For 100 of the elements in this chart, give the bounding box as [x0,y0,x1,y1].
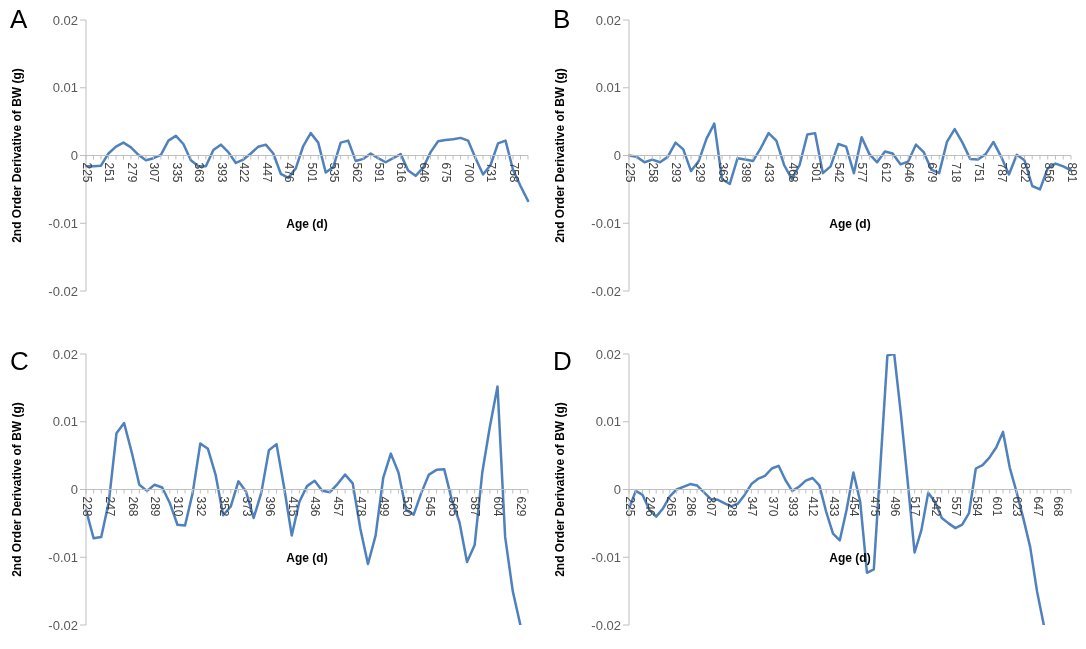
y-tick-label: 0.02 [595,12,621,28]
x-tick-label: 679 [925,162,940,183]
x-tick-label: 251 [102,162,117,183]
x-tick-label: 352 [217,496,231,517]
x-tick-label: 286 [684,496,699,517]
x-tick-label: 412 [806,496,821,517]
x-tick-label: 891 [1064,162,1079,183]
y-tick-label: 0 [613,148,621,164]
x-tick-label: 307 [147,162,162,183]
x-tick-label: 447 [259,162,274,183]
chart-title: C [10,346,29,376]
x-tick-label: 398 [739,162,754,183]
x-tick-label: 758 [506,162,521,183]
x-tick-label: 612 [878,162,893,183]
x-tick-label: 373 [239,496,254,517]
y-tick-label: -0.01 [591,215,621,231]
x-tick-label: 476 [282,162,297,183]
y-axis-title: 2nd Order Derivative of BW (g) [553,402,568,577]
x-tick-label: 616 [394,162,409,183]
x-tick-label: 454 [847,496,862,517]
x-tick-label: 347 [745,496,760,517]
x-tick-label: 731 [484,162,499,183]
x-tick-label: 457 [331,496,346,517]
y-tick-label: -0.01 [591,549,621,565]
x-tick-label: 246 [643,496,658,517]
x-tick-label: 433 [762,162,777,183]
y-tick-label: 0.02 [595,346,621,362]
x-tick-label: 475 [867,496,882,517]
x-tick-label: 225 [622,496,637,517]
y-tick-label: 0 [613,482,621,498]
x-tick-label: 289 [148,496,163,517]
x-tick-label: 535 [327,162,342,183]
x-tick-label: 499 [377,496,392,517]
x-tick-label: 268 [125,496,140,517]
x-tick-label: 557 [949,496,964,517]
x-tick-label: 307 [704,496,719,517]
x-tick-label: 328 [724,496,739,517]
x-tick-label: 584 [969,496,984,517]
x-tick-label: 501 [304,162,319,183]
x-tick-label: 329 [692,162,707,183]
chart-title: A [10,4,28,34]
x-tick-label: 265 [663,496,678,517]
x-tick-label: 629 [514,496,529,517]
y-axis-title: 2nd Order Derivative of BW (g) [10,402,25,577]
x-tick-label: 675 [439,162,454,183]
x-tick-label: 225 [79,162,94,183]
x-tick-label: 577 [855,162,870,183]
x-tick-label: 496 [888,496,903,517]
x-tick-label: 258 [646,162,661,183]
x-tick-label: 396 [262,496,277,517]
x-tick-label: 310 [171,496,186,517]
y-tick-label: -0.02 [48,283,78,299]
x-tick-label: 856 [1041,162,1056,183]
y-tick-label: -0.02 [591,283,621,299]
x-tick-label: 433 [826,496,841,517]
y-tick-label: -0.02 [591,617,621,633]
x-tick-label: 822 [1018,162,1033,183]
x-tick-label: 604 [491,496,506,517]
x-tick-label: 591 [372,162,386,183]
x-tick-label: 565 [445,496,460,517]
x-tick-label: 422 [237,162,252,183]
x-tick-label: 363 [715,162,730,183]
y-axis-title: 2nd Order Derivative of BW (g) [553,68,568,243]
y-tick-label: 0.01 [595,80,621,96]
x-tick-label: 393 [214,162,229,183]
x-axis-title: Age (d) [286,216,328,231]
x-tick-label: 668 [1051,496,1066,517]
x-axis-title: Age (d) [286,550,328,565]
x-tick-label: 787 [995,162,1010,183]
x-tick-label: 542 [928,496,943,517]
x-tick-label: 468 [785,162,800,183]
y-tick-label: 0.01 [595,414,621,430]
x-axis-title: Age (d) [829,216,871,231]
x-tick-label: 545 [422,496,437,517]
x-tick-label: 228 [79,496,94,517]
x-tick-label: 279 [124,162,139,183]
y-tick-label: -0.01 [48,215,78,231]
x-tick-label: 335 [169,162,184,183]
x-tick-label: 293 [669,162,684,183]
x-tick-label: 751 [971,162,986,183]
y-tick-label: 0.01 [52,80,78,96]
y-tick-label: 0.02 [52,12,78,28]
x-tick-label: 601 [990,496,1005,517]
x-tick-label: 587 [468,496,483,517]
x-tick-label: 415 [285,496,300,517]
x-tick-label: 332 [194,496,209,517]
y-tick-label: -0.02 [48,617,78,633]
x-tick-label: 370 [765,496,780,517]
x-tick-label: 542 [832,162,847,183]
x-tick-label: 363 [192,162,207,183]
x-tick-label: 700 [461,162,476,183]
x-tick-label: 646 [901,162,916,183]
x-tick-label: 623 [1010,496,1025,517]
x-tick-label: 718 [948,162,963,183]
y-tick-label: -0.01 [48,549,78,565]
x-tick-label: 647 [1030,496,1045,517]
x-tick-label: 436 [308,496,323,517]
chart-title: D [553,346,572,376]
x-tick-label: 225 [622,162,637,183]
chart-title: B [553,4,571,34]
